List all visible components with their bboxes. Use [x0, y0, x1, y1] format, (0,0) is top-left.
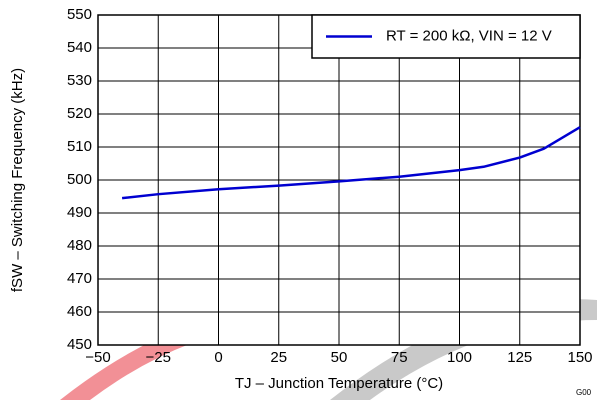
- legend-label: RT = 200 kΩ, VIN = 12 V: [386, 27, 552, 44]
- x-tick-label: 50: [331, 349, 348, 366]
- y-tick-label: 490: [67, 204, 92, 221]
- y-tick-label: 530: [67, 72, 92, 89]
- y-tick-label: 550: [67, 6, 92, 23]
- x-axis-label: TJ – Junction Temperature (°C): [235, 375, 443, 392]
- y-tick-label: 540: [67, 39, 92, 56]
- x-tick-label: 25: [270, 349, 287, 366]
- y-tick-label: 500: [67, 171, 92, 188]
- x-tick-label: −50: [85, 349, 110, 366]
- y-tick-label: 520: [67, 105, 92, 122]
- x-tick-label: 75: [391, 349, 408, 366]
- y-axis-label: fSW – Switching Frequency (kHz): [9, 68, 26, 292]
- y-tick-label: 470: [67, 270, 92, 287]
- x-tick-label: 100: [447, 349, 472, 366]
- y-tick-label: 450: [67, 336, 92, 353]
- x-tick-label: −25: [146, 349, 171, 366]
- x-tick-label: 0: [214, 349, 222, 366]
- plot: −50 −25 0 25 50 75 100 125 150 450 460 470 480 490 500…: [67, 6, 593, 366]
- y-tick-label: 460: [67, 303, 92, 320]
- y-tick-label: 480: [67, 237, 92, 254]
- series-line: [121, 126, 581, 200]
- figure-id: G00: [576, 388, 592, 397]
- y-tick-label: 510: [67, 138, 92, 155]
- x-tick-label: 125: [507, 349, 532, 366]
- x-tick-label: 150: [567, 349, 592, 366]
